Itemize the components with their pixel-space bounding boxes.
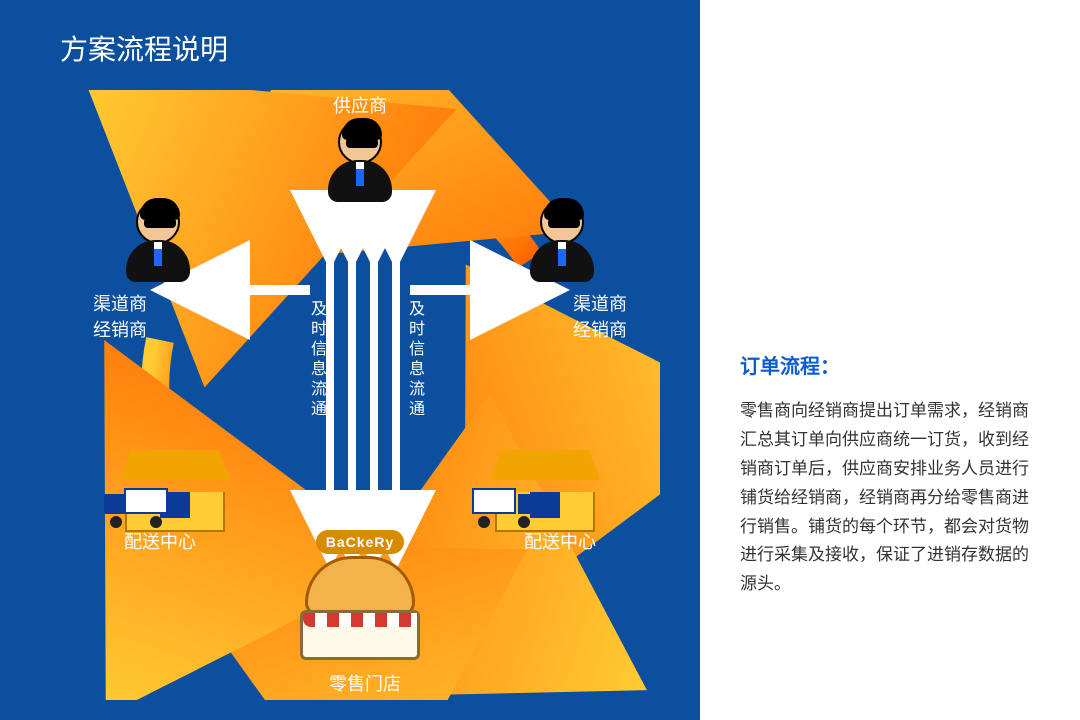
sidebar-body: 零售商向经销商提出订单需求，经销商汇总其订单向供应商统一订货，收到经销商订单后，…: [740, 397, 1030, 599]
node-channel-right-icon: [530, 200, 594, 282]
center-label-right: 及时信息流通: [402, 300, 426, 420]
node-retail-label: 零售门店: [320, 670, 410, 696]
node-channel-left-label: 渠道商 经销商: [80, 290, 160, 342]
truck-right-icon: [470, 488, 540, 524]
center-label-left: 及时信息流通: [304, 300, 328, 420]
cycle-diagram: 及时信息流通 及时信息流通 供应商 渠道商 经销商 渠道商 经销商 配送中心: [60, 90, 660, 690]
node-supplier-label: 供应商: [320, 92, 400, 118]
truck-left-icon: [100, 488, 170, 524]
node-dist-left-label: 配送中心: [110, 528, 210, 554]
store-sign: BaCkeRy: [316, 530, 404, 554]
node-supplier-icon: [328, 120, 392, 202]
node-channel-left-icon: [126, 200, 190, 282]
sidebar-title: 订单流程：: [740, 350, 1030, 379]
diagram-panel: 方案流程说明: [0, 0, 700, 720]
node-dist-right-label: 配送中心: [510, 528, 610, 554]
node-retail-icon: BaCkeRy: [300, 530, 420, 660]
node-channel-right-label: 渠道商 经销商: [560, 290, 640, 342]
page-title: 方案流程说明: [60, 28, 228, 68]
sidebar-panel: 订单流程： 零售商向经销商提出订单需求，经销商汇总其订单向供应商统一订货，收到经…: [700, 0, 1080, 720]
